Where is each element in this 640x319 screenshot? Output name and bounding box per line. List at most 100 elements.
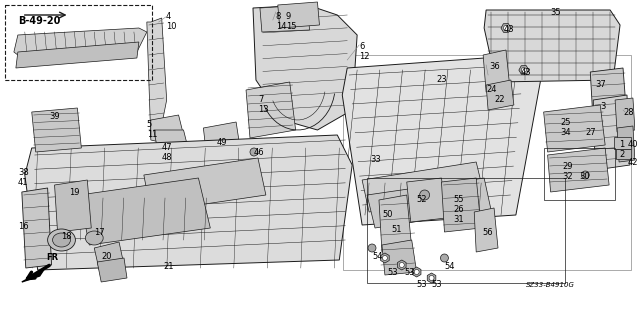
Text: 25: 25 — [561, 118, 571, 127]
Bar — [343, 55, 631, 270]
Polygon shape — [590, 68, 627, 124]
Polygon shape — [246, 142, 263, 158]
Text: 22: 22 — [494, 95, 504, 104]
Polygon shape — [543, 105, 605, 152]
Polygon shape — [442, 178, 481, 232]
Bar — [5, 5, 152, 80]
Polygon shape — [615, 98, 635, 132]
Text: 30: 30 — [579, 172, 590, 181]
Polygon shape — [22, 188, 52, 268]
Text: 18: 18 — [61, 232, 72, 241]
Circle shape — [383, 256, 387, 261]
Text: 14: 14 — [276, 22, 286, 31]
Polygon shape — [407, 178, 447, 222]
Polygon shape — [593, 95, 630, 170]
Text: 21: 21 — [164, 262, 174, 271]
Polygon shape — [97, 258, 127, 282]
Text: 24: 24 — [486, 85, 497, 94]
Text: 38: 38 — [18, 168, 29, 177]
Text: 53: 53 — [387, 268, 397, 277]
Text: 29: 29 — [563, 162, 573, 171]
Text: 49: 49 — [216, 138, 227, 147]
Text: 31: 31 — [453, 215, 464, 224]
FancyBboxPatch shape — [614, 137, 631, 149]
Text: 17: 17 — [94, 228, 105, 237]
Ellipse shape — [85, 231, 103, 245]
Circle shape — [250, 148, 258, 156]
Text: 4: 4 — [166, 12, 171, 21]
Polygon shape — [206, 145, 243, 165]
Text: 37: 37 — [595, 80, 606, 89]
Text: 15: 15 — [285, 22, 296, 31]
Text: 26: 26 — [453, 205, 464, 214]
Polygon shape — [486, 80, 514, 110]
Polygon shape — [484, 10, 620, 82]
Text: 27: 27 — [586, 128, 596, 137]
Polygon shape — [367, 178, 491, 228]
Text: 3: 3 — [600, 102, 605, 111]
Text: 8: 8 — [276, 12, 281, 21]
Text: 6: 6 — [359, 42, 365, 51]
Polygon shape — [379, 195, 412, 252]
Circle shape — [440, 254, 449, 262]
Text: 9: 9 — [285, 12, 291, 21]
Text: 50: 50 — [382, 210, 392, 219]
Polygon shape — [147, 18, 166, 140]
Text: 40: 40 — [628, 140, 639, 149]
Polygon shape — [16, 42, 139, 68]
Text: 19: 19 — [70, 188, 80, 197]
Polygon shape — [548, 148, 609, 192]
Polygon shape — [342, 55, 541, 225]
Circle shape — [581, 171, 589, 179]
Polygon shape — [32, 108, 81, 152]
Circle shape — [420, 190, 429, 200]
Polygon shape — [154, 130, 189, 155]
Polygon shape — [22, 270, 44, 282]
Text: 54: 54 — [372, 252, 383, 261]
Polygon shape — [260, 5, 310, 32]
Text: 36: 36 — [489, 62, 500, 71]
Circle shape — [414, 270, 419, 275]
Text: SZ33-B4910G: SZ33-B4910G — [526, 282, 575, 288]
Text: 43: 43 — [504, 25, 515, 34]
Text: 47: 47 — [162, 143, 172, 152]
Circle shape — [429, 276, 434, 280]
Text: 53: 53 — [417, 280, 428, 289]
Text: FR: FR — [47, 253, 59, 262]
Text: 16: 16 — [18, 222, 29, 231]
Circle shape — [368, 244, 376, 252]
Text: 43: 43 — [521, 68, 531, 77]
Text: 54: 54 — [444, 262, 455, 271]
Polygon shape — [253, 5, 357, 130]
Circle shape — [399, 263, 404, 268]
Text: 5: 5 — [147, 120, 152, 129]
Circle shape — [522, 68, 526, 72]
Text: 2: 2 — [619, 150, 624, 159]
Polygon shape — [25, 135, 352, 270]
Text: 55: 55 — [453, 195, 464, 204]
Text: 41: 41 — [18, 178, 28, 187]
Text: 33: 33 — [370, 155, 381, 164]
Text: 23: 23 — [436, 75, 447, 84]
Text: 34: 34 — [561, 128, 571, 137]
Polygon shape — [14, 28, 147, 58]
Text: 11: 11 — [147, 130, 157, 139]
Polygon shape — [204, 122, 240, 154]
Text: 42: 42 — [628, 158, 639, 167]
Text: 51: 51 — [392, 225, 403, 234]
Polygon shape — [79, 178, 211, 245]
Polygon shape — [483, 50, 510, 92]
Text: 10: 10 — [166, 22, 176, 31]
Polygon shape — [474, 208, 498, 252]
Text: 28: 28 — [623, 108, 634, 117]
Text: 56: 56 — [482, 228, 493, 237]
Polygon shape — [94, 242, 124, 270]
Text: 13: 13 — [258, 105, 269, 114]
Polygon shape — [151, 115, 184, 145]
Text: 46: 46 — [254, 148, 264, 157]
Bar — [367, 178, 566, 283]
Bar — [543, 148, 615, 200]
Polygon shape — [144, 158, 266, 212]
Circle shape — [504, 26, 508, 31]
Polygon shape — [278, 2, 319, 28]
